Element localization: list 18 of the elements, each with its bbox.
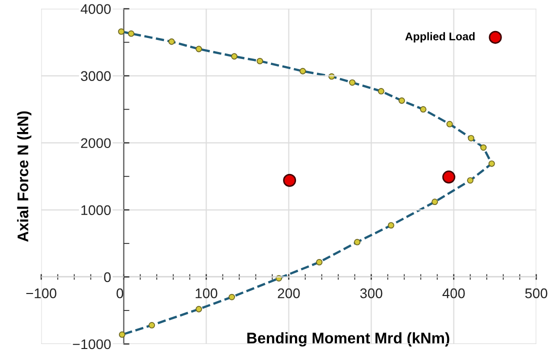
y-axis-title: Axial Force N (kN)	[17, 111, 32, 242]
x-tick-label: 300	[360, 288, 382, 298]
point	[442, 170, 456, 184]
y-tick-label: 1000	[81, 205, 111, 216]
y-tick-label: 2000	[81, 138, 111, 148]
x-tick-label: 100	[196, 288, 218, 298]
legend-label: Applied Load	[405, 32, 475, 43]
y-tick-label: 4000	[80, 4, 111, 14]
x-tick-label: 400	[442, 288, 465, 298]
y-tick-label: −1000	[72, 339, 111, 350]
y-tick-label: 3000	[80, 71, 111, 81]
x-axis-title: Bending Moment Mrd (kNm)	[247, 332, 450, 347]
x-tick-label: 500	[525, 288, 548, 298]
x-tick-label: −100	[26, 288, 56, 298]
point	[283, 174, 296, 187]
x-tick-label: 0	[116, 288, 124, 298]
y-tick-label: 0	[104, 272, 111, 282]
x-tick-label: 200	[278, 288, 300, 298]
